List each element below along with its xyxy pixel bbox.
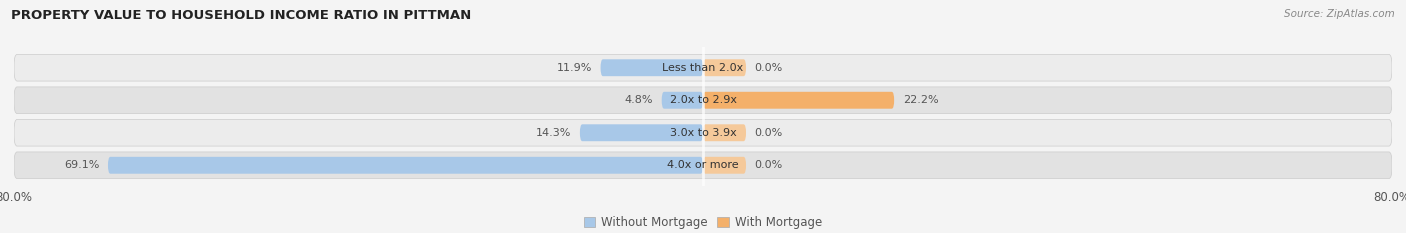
Text: PROPERTY VALUE TO HOUSEHOLD INCOME RATIO IN PITTMAN: PROPERTY VALUE TO HOUSEHOLD INCOME RATIO… <box>11 9 471 22</box>
FancyBboxPatch shape <box>703 92 894 109</box>
FancyBboxPatch shape <box>703 59 747 76</box>
Text: 22.2%: 22.2% <box>903 95 938 105</box>
FancyBboxPatch shape <box>14 54 1392 81</box>
Text: 11.9%: 11.9% <box>557 63 592 73</box>
Legend: Without Mortgage, With Mortgage: Without Mortgage, With Mortgage <box>579 211 827 233</box>
Text: 2.0x to 2.9x: 2.0x to 2.9x <box>669 95 737 105</box>
Text: 3.0x to 3.9x: 3.0x to 3.9x <box>669 128 737 138</box>
FancyBboxPatch shape <box>108 157 703 174</box>
FancyBboxPatch shape <box>600 59 703 76</box>
Text: 0.0%: 0.0% <box>755 128 783 138</box>
Text: Source: ZipAtlas.com: Source: ZipAtlas.com <box>1284 9 1395 19</box>
FancyBboxPatch shape <box>579 124 703 141</box>
Text: 14.3%: 14.3% <box>536 128 571 138</box>
Text: 69.1%: 69.1% <box>63 160 100 170</box>
FancyBboxPatch shape <box>14 120 1392 146</box>
Text: 4.8%: 4.8% <box>624 95 652 105</box>
FancyBboxPatch shape <box>14 87 1392 113</box>
FancyBboxPatch shape <box>662 92 703 109</box>
Text: 0.0%: 0.0% <box>755 63 783 73</box>
FancyBboxPatch shape <box>703 124 747 141</box>
Text: 4.0x or more: 4.0x or more <box>668 160 738 170</box>
FancyBboxPatch shape <box>703 157 747 174</box>
Text: Less than 2.0x: Less than 2.0x <box>662 63 744 73</box>
FancyBboxPatch shape <box>14 152 1392 179</box>
Text: 0.0%: 0.0% <box>755 160 783 170</box>
